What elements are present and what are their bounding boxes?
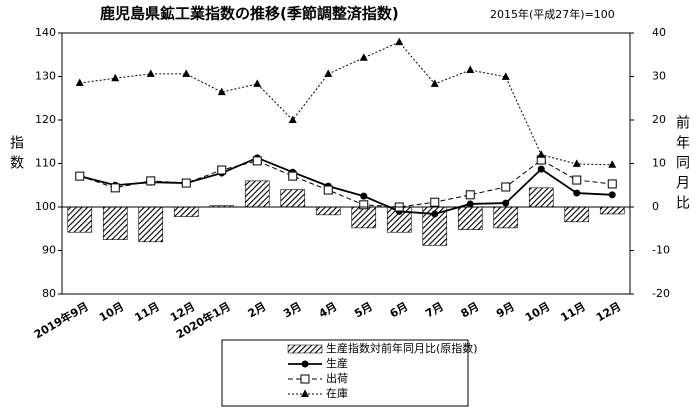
bar <box>599 206 625 215</box>
marker <box>465 190 475 200</box>
marker <box>217 87 226 96</box>
x-tick-label: 11月 <box>558 300 587 324</box>
legend-swatch <box>287 344 323 354</box>
legend-box <box>221 339 469 407</box>
legend-label: 在庫 <box>326 386 348 400</box>
legend-marker <box>300 374 310 384</box>
line <box>79 41 613 166</box>
marker <box>431 210 439 218</box>
marker <box>430 197 440 207</box>
marker <box>75 78 84 87</box>
marker <box>359 200 369 210</box>
marker <box>111 73 120 82</box>
y2-tick-label: 30 <box>652 70 666 83</box>
marker <box>502 199 510 207</box>
bar <box>528 187 554 208</box>
marker <box>572 159 581 167</box>
marker <box>181 178 191 188</box>
bar <box>67 206 93 233</box>
x-tick-label: 11月 <box>132 300 161 324</box>
y-tick-label: 90 <box>42 244 56 257</box>
line <box>79 159 613 208</box>
bar <box>564 206 590 223</box>
y-tick-label: 110 <box>35 157 56 170</box>
legend-marker <box>301 389 309 397</box>
x-tick-label: 10月 <box>523 300 552 324</box>
marker <box>323 185 333 195</box>
y-axis-label: 指数 <box>8 135 24 175</box>
marker <box>110 183 120 193</box>
y-tick-label: 100 <box>35 200 56 213</box>
marker <box>288 171 298 181</box>
x-tick-label: 10月 <box>97 300 126 324</box>
line <box>79 156 613 215</box>
marker <box>608 160 617 168</box>
marker <box>608 191 616 199</box>
y2-tick-label: 10 <box>652 157 666 170</box>
y-tick-label: 120 <box>35 113 56 126</box>
x-tick-label: 6月 <box>388 300 411 321</box>
y-tick-label: 130 <box>35 70 56 83</box>
x-tick-label: 8月 <box>459 300 482 321</box>
marker <box>288 115 297 123</box>
marker <box>501 72 510 80</box>
marker <box>572 175 582 185</box>
marker <box>75 171 85 181</box>
bar <box>493 206 519 229</box>
bar <box>280 189 306 208</box>
x-tick-label: 4月 <box>317 300 340 321</box>
marker <box>537 150 546 158</box>
bar <box>102 206 128 240</box>
x-tick-label: 12月 <box>594 300 623 324</box>
marker <box>146 69 155 77</box>
marker <box>537 165 545 173</box>
marker <box>146 176 156 186</box>
y-tick-label: 140 <box>35 26 56 39</box>
x-tick-label: 3月 <box>281 300 304 321</box>
bar <box>173 206 199 217</box>
bar <box>138 206 164 243</box>
marker <box>466 200 474 208</box>
bar <box>244 180 270 208</box>
y2-tick-label: 40 <box>652 26 666 39</box>
marker <box>182 69 191 77</box>
bar <box>315 206 341 216</box>
marker <box>501 182 511 192</box>
x-tick-label: 7月 <box>423 300 446 321</box>
y2-axis-label: 前年同月比 <box>674 114 690 215</box>
bar <box>351 206 377 229</box>
marker <box>217 165 227 175</box>
chart-subtitle: 2015年(平成27年)=100 <box>490 7 615 21</box>
marker <box>252 156 262 166</box>
marker <box>324 69 333 77</box>
marker <box>573 189 581 197</box>
legend-label: 生産 <box>326 356 348 370</box>
y2-tick-label: 20 <box>652 113 666 126</box>
x-tick-label: 5月 <box>352 300 375 321</box>
y2-tick-label: 0 <box>652 200 659 213</box>
marker <box>466 65 475 73</box>
legend-marker <box>301 360 309 368</box>
y2-tick-label: -20 <box>652 287 670 300</box>
marker <box>253 79 262 87</box>
x-tick-label: 2月 <box>246 300 269 321</box>
legend-label: 生産指数対前年同月比(原指数) <box>326 341 478 355</box>
marker <box>359 53 368 61</box>
marker <box>607 179 617 189</box>
x-tick-label: 2019年9月 <box>32 299 91 341</box>
marker <box>395 37 404 46</box>
marker <box>430 79 439 87</box>
chart-title: 鹿児島県鉱工業指数の推移(季節調整済指数) <box>100 5 399 23</box>
x-tick-label: 9月 <box>494 300 517 321</box>
marker <box>360 192 368 200</box>
y-tick-label: 80 <box>42 287 56 300</box>
y2-tick-label: -10 <box>652 244 670 257</box>
legend-label: 出荷 <box>326 371 348 385</box>
bar <box>457 206 483 230</box>
